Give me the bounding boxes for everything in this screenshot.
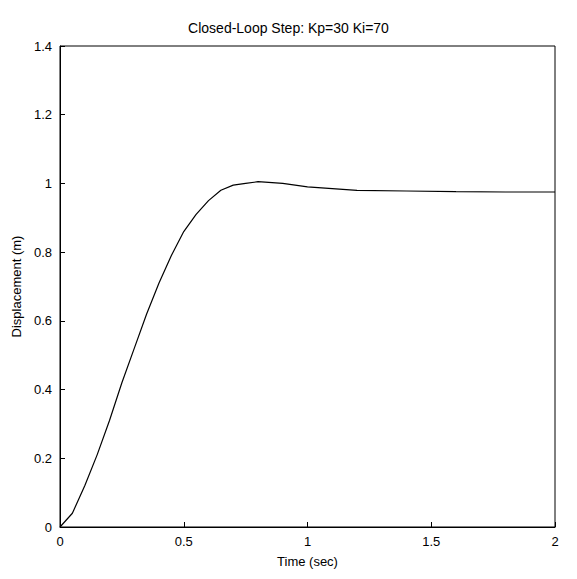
svg-text:1.5: 1.5: [422, 534, 440, 549]
svg-text:0.2: 0.2: [34, 451, 52, 466]
svg-text:0.8: 0.8: [34, 245, 52, 260]
svg-text:Displacement (m): Displacement (m): [9, 236, 24, 338]
svg-text:0.5: 0.5: [175, 534, 193, 549]
svg-text:0.6: 0.6: [34, 313, 52, 328]
svg-text:1: 1: [304, 534, 311, 549]
svg-text:0: 0: [45, 520, 52, 535]
svg-text:2: 2: [551, 534, 558, 549]
svg-text:0: 0: [56, 534, 63, 549]
svg-text:1: 1: [45, 176, 52, 191]
svg-text:Closed-Loop Step: Kp=30 Ki=70: Closed-Loop Step: Kp=30 Ki=70: [188, 20, 389, 36]
svg-text:0.4: 0.4: [34, 382, 52, 397]
svg-text:1.4: 1.4: [34, 39, 52, 54]
svg-text:Time (sec): Time (sec): [277, 554, 338, 569]
svg-text:1.2: 1.2: [34, 107, 52, 122]
